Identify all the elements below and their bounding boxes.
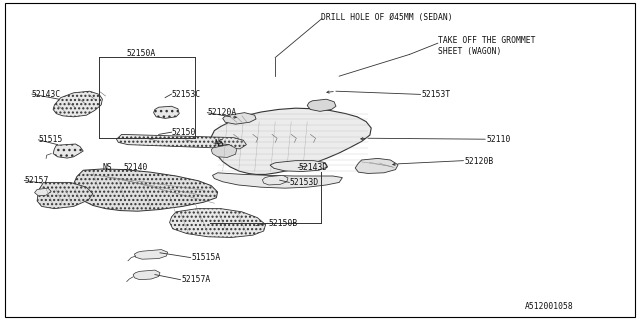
Polygon shape [270, 161, 328, 172]
Text: DRILL HOLE OF Ø45MM (SEDAN): DRILL HOLE OF Ø45MM (SEDAN) [321, 13, 453, 22]
Text: 52120B: 52120B [465, 157, 494, 166]
Text: NS: NS [214, 139, 224, 148]
Polygon shape [212, 173, 342, 188]
Text: 52153C: 52153C [172, 90, 201, 99]
Polygon shape [37, 182, 93, 209]
Polygon shape [53, 144, 83, 158]
Text: NS: NS [102, 163, 112, 172]
Polygon shape [262, 175, 288, 185]
Text: 52143D: 52143D [299, 163, 328, 172]
Polygon shape [211, 108, 371, 174]
Text: 52110: 52110 [486, 135, 511, 144]
Text: 52157: 52157 [24, 176, 49, 185]
Text: 52150: 52150 [172, 128, 196, 137]
Polygon shape [307, 99, 336, 111]
Text: 52143C: 52143C [32, 90, 61, 99]
Text: 52120A: 52120A [208, 108, 237, 117]
Text: 51515A: 51515A [192, 253, 221, 262]
Text: 52140: 52140 [124, 163, 148, 172]
Text: 51515: 51515 [38, 135, 63, 144]
Text: 52150B: 52150B [269, 219, 298, 228]
Text: 52153T: 52153T [421, 90, 451, 99]
Polygon shape [154, 106, 179, 118]
Text: 52153D: 52153D [290, 178, 319, 187]
Polygon shape [116, 134, 246, 149]
Text: A512001058: A512001058 [525, 302, 573, 311]
Polygon shape [223, 113, 256, 124]
Polygon shape [134, 250, 168, 259]
Polygon shape [74, 169, 218, 211]
Polygon shape [170, 209, 266, 237]
Polygon shape [35, 188, 51, 196]
Text: SHEET (WAGON): SHEET (WAGON) [438, 47, 502, 56]
Polygon shape [355, 158, 398, 173]
Text: 52157A: 52157A [182, 275, 211, 284]
Polygon shape [133, 270, 160, 280]
Text: 52150A: 52150A [127, 49, 156, 58]
Polygon shape [211, 145, 237, 157]
Polygon shape [53, 91, 102, 117]
Text: TAKE OFF THE GROMMET: TAKE OFF THE GROMMET [438, 36, 536, 44]
